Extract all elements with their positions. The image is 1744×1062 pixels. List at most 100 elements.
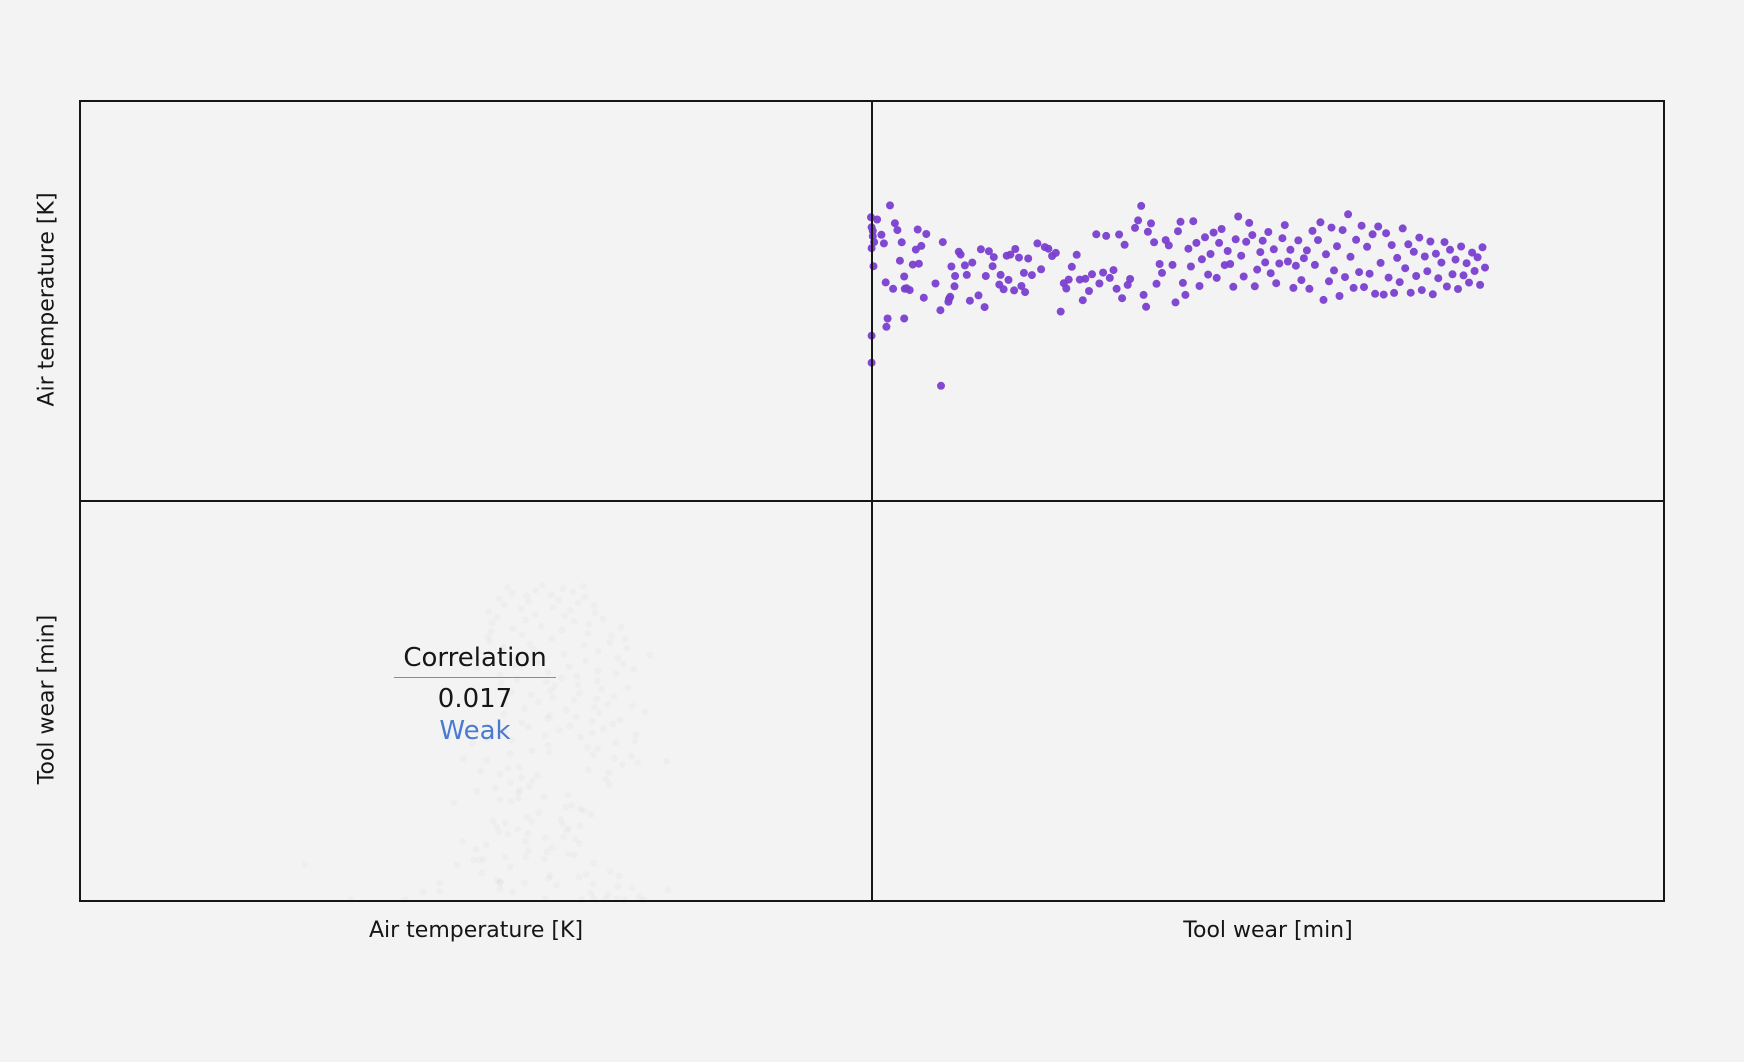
scatter-point [984, 247, 993, 256]
ghost-point [609, 721, 616, 728]
ghost-point [584, 629, 591, 636]
ghost-point [450, 799, 457, 806]
scatter-point [1231, 235, 1240, 244]
ghost-point [519, 631, 526, 638]
ghost-point [508, 798, 515, 805]
scatter-point [1242, 237, 1251, 246]
scatter-point [1102, 231, 1111, 240]
ghost-point [580, 583, 587, 590]
scatter-point [1420, 252, 1429, 261]
scatter-point [1006, 250, 1015, 259]
ghost-point [522, 838, 529, 845]
scatter-point [1112, 284, 1121, 293]
ghost-point [581, 642, 588, 649]
ghost-point [629, 703, 636, 710]
ghost-point [572, 836, 579, 843]
scatter-point [1192, 238, 1201, 247]
scatter-point [913, 225, 922, 234]
ghost-point [548, 635, 555, 642]
scatter-point [938, 238, 947, 247]
scatter-point [1286, 245, 1295, 254]
scatter-point [1051, 248, 1060, 257]
scatter-point [1184, 244, 1193, 253]
ghost-point [625, 684, 632, 691]
scatter-point [1409, 247, 1418, 256]
scatter-point [1067, 262, 1076, 271]
ghost-point [611, 693, 618, 700]
ghost-point [616, 873, 623, 880]
scatter-point [879, 239, 888, 248]
ghost-point [516, 764, 523, 771]
ghost-point [594, 745, 601, 752]
ghost-point [501, 854, 508, 861]
ghost-point [565, 825, 572, 832]
scatter-point [996, 270, 1005, 279]
scatter-point [1322, 250, 1330, 259]
scatter-point [1310, 260, 1319, 269]
scatter-point [1195, 282, 1204, 290]
ghost-point [600, 725, 607, 732]
scatter-point [1341, 273, 1349, 282]
scatter-point [1371, 289, 1380, 298]
scatter-point [1269, 245, 1278, 254]
ghost-point [590, 881, 597, 888]
ghost-point [514, 826, 521, 833]
ghost-point [517, 787, 524, 794]
scatter-point [1253, 265, 1262, 274]
ghost-point [555, 597, 562, 604]
scatter-point [1382, 229, 1391, 238]
x-axis-label-tool-wear: Tool wear [min] [1183, 918, 1353, 943]
ghost-point [615, 655, 622, 662]
scatter-point [1181, 290, 1190, 299]
scatter-point [1189, 217, 1198, 226]
scatter-point [1158, 268, 1166, 277]
scatter-point [1078, 296, 1087, 305]
ghost-point [453, 861, 460, 868]
ghost-point [604, 701, 611, 708]
ghost-point [502, 819, 509, 826]
ghost-point [598, 686, 605, 693]
scatter-point [886, 201, 894, 210]
ghost-point [420, 889, 427, 896]
ghost-point [632, 731, 639, 738]
scatter-point [1275, 259, 1284, 268]
scatter-point [936, 306, 945, 315]
ghost-point [484, 757, 491, 764]
ghost-point [547, 872, 554, 879]
ghost-point [623, 645, 630, 652]
ghost-point [507, 863, 514, 870]
ghost-point [571, 618, 578, 625]
scatter-point [1155, 260, 1164, 268]
ghost-point [615, 883, 622, 890]
ghost-point [496, 885, 503, 892]
scatter-point [1344, 210, 1353, 219]
scatter-point [1431, 249, 1440, 258]
scatter-point [1440, 238, 1449, 247]
ghost-point [563, 707, 570, 714]
ghost-point [534, 772, 541, 779]
ghost-point [588, 890, 595, 897]
ghost-point [663, 758, 670, 765]
scatter-point [1105, 273, 1114, 282]
ghost-point [524, 830, 531, 837]
scatter-point [1401, 264, 1410, 273]
ghost-point [497, 796, 504, 803]
ghost-point [559, 627, 566, 634]
scatter-point [1264, 228, 1273, 236]
ghost-point [518, 774, 525, 781]
scatter-point [1327, 223, 1336, 232]
scatter-point [1357, 221, 1366, 230]
ghost-point [606, 639, 613, 646]
scatter-point [908, 260, 917, 269]
ghost-point [560, 834, 567, 841]
ghost-point [556, 727, 563, 734]
ghost-point [619, 761, 626, 768]
ghost-point [590, 602, 597, 609]
ghost-point [577, 806, 584, 813]
ghost-point [472, 846, 479, 853]
ghost-point [509, 889, 516, 896]
ghost-point [608, 632, 615, 639]
scatter-point [1150, 238, 1159, 247]
scatter-point [951, 272, 960, 280]
ghost-point [620, 896, 627, 903]
